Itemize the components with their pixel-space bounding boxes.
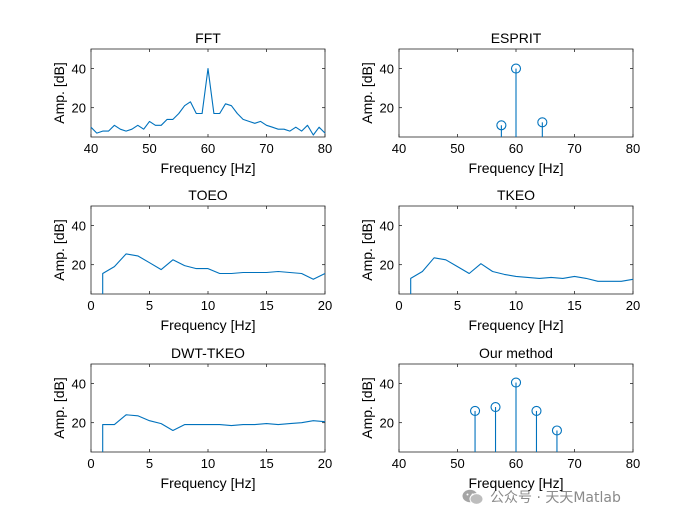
x-tick-label: 60: [201, 141, 215, 156]
y-axis-label: Amp. [dB]: [359, 62, 375, 123]
x-axis-label: Frequency [Hz]: [469, 160, 564, 176]
x-tick-label: 15: [259, 298, 273, 313]
series-line: [410, 257, 634, 294]
chart-title: Our method: [479, 345, 553, 361]
plot-area: [398, 205, 634, 295]
stem-marker: [510, 63, 522, 74]
y-tick-label: 20: [72, 258, 86, 273]
x-tick-label: 60: [509, 141, 523, 156]
x-tick-label: 0: [87, 456, 94, 471]
x-tick-label: 20: [626, 298, 640, 313]
subplot-5: 40 50 60 70 80 20 40 Our method Frequency [Hz] Am…: [359, 345, 640, 491]
x-tick-label: 10: [201, 456, 215, 471]
y-tick-label: 40: [380, 62, 394, 77]
y-tick-label: 20: [380, 416, 394, 431]
x-tick-label: 5: [146, 298, 153, 313]
x-axis-label: Frequency [Hz]: [469, 317, 564, 333]
plot-area: [90, 363, 326, 453]
stem-marker: [551, 425, 563, 436]
x-tick-label: 70: [567, 456, 581, 471]
stem-marker: [537, 117, 548, 128]
series-line: [102, 253, 326, 294]
x-tick-label: 40: [392, 456, 406, 471]
x-tick-label: 50: [142, 141, 156, 156]
x-tick-label: 15: [567, 298, 581, 313]
x-tick-label: 50: [450, 141, 464, 156]
chart-title: TOEO: [188, 187, 228, 203]
x-tick-label: 20: [318, 298, 332, 313]
series-line: [90, 68, 326, 136]
stem-marker: [496, 120, 507, 131]
x-tick-label: 80: [626, 456, 640, 471]
chart-title: ESPRIT: [491, 30, 542, 46]
y-axis-label: Amp. [dB]: [51, 219, 67, 280]
watermark: 公众号 · 天天Matlab: [462, 484, 692, 510]
stem-marker: [531, 405, 542, 416]
plot-area: [90, 205, 326, 295]
y-axis-label: Amp. [dB]: [359, 377, 375, 438]
y-tick-label: 40: [380, 377, 394, 392]
x-tick-label: 5: [454, 298, 461, 313]
y-axis-label: Amp. [dB]: [359, 219, 375, 280]
wechat-icon: [462, 489, 484, 505]
x-tick-label: 15: [259, 456, 273, 471]
y-tick-label: 20: [380, 101, 394, 116]
y-tick-label: 40: [72, 62, 86, 77]
y-axis-label: Amp. [dB]: [51, 377, 67, 438]
x-tick-label: 40: [84, 141, 98, 156]
x-tick-label: 70: [567, 141, 581, 156]
x-tick-label: 10: [201, 298, 215, 313]
x-tick-label: 50: [450, 456, 464, 471]
stem-marker: [490, 401, 501, 413]
x-tick-label: 80: [318, 141, 332, 156]
x-tick-label: 40: [392, 141, 406, 156]
y-tick-label: 20: [72, 416, 86, 431]
x-tick-label: 70: [259, 141, 273, 156]
y-tick-label: 40: [72, 377, 86, 392]
series-line: [102, 414, 326, 452]
stem-marker: [469, 405, 481, 416]
x-tick-label: 80: [626, 141, 640, 156]
y-tick-label: 40: [380, 219, 394, 234]
x-tick-label: 10: [509, 298, 523, 313]
y-tick-label: 40: [72, 219, 86, 234]
x-tick-label: 5: [146, 456, 153, 471]
subplot-4: 0 5 10 15 20 20 40 DWT-TKEO Frequency [Hz] Amp. […: [51, 345, 332, 491]
x-axis-label: Frequency [Hz]: [161, 475, 256, 491]
x-tick-label: 0: [395, 298, 402, 313]
x-axis-label: Frequency [Hz]: [161, 317, 256, 333]
x-tick-label: 60: [509, 456, 523, 471]
subplot-2: 0 5 10 15 20 20 40 TOEO Frequency [Hz] Amp. [dB]: [51, 187, 332, 333]
stem-marker: [510, 377, 522, 388]
plot-area: [90, 48, 326, 138]
subplot-3: 0 5 10 15 20 20 40 TKEO Frequency [Hz] Amp. [dB]: [359, 187, 640, 333]
chart-title: FFT: [195, 30, 221, 46]
x-tick-label: 20: [318, 456, 332, 471]
chart-title: TKEO: [497, 187, 535, 203]
x-axis-label: Frequency [Hz]: [161, 160, 256, 176]
subplot-1: 40 50 60 70 80 20 40 ESPRIT Frequency [Hz] Amp. […: [359, 30, 640, 176]
y-axis-label: Amp. [dB]: [51, 62, 67, 123]
watermark-text: 公众号 · 天天Matlab: [490, 490, 621, 506]
x-tick-label: 0: [87, 298, 94, 313]
chart-title: DWT-TKEO: [171, 345, 245, 361]
y-tick-label: 20: [72, 101, 86, 116]
x-axis-label: Frequency [Hz]: [469, 475, 564, 491]
y-tick-label: 20: [380, 258, 394, 273]
subplot-0: 40 50 60 70 80 20 40 FFT Frequency [Hz] Amp. [dB]: [51, 30, 332, 176]
